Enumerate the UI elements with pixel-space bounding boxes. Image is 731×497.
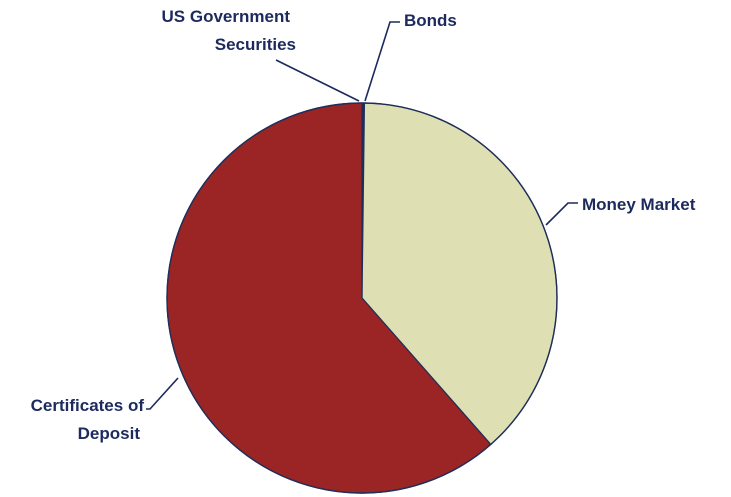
slice-label-certificates-of-deposit: Deposit: [78, 424, 141, 443]
leader-line-bonds: [364, 21, 400, 102]
slice-label-us-government-securities: US Government: [162, 7, 291, 26]
slice-label-certificates-of-deposit: Certificates of: [31, 396, 145, 415]
pie-outline: [166, 102, 558, 494]
pie-slices: [166, 102, 558, 494]
leader-line-money-market: [545, 202, 578, 226]
slice-label-money-market: Money Market: [582, 195, 696, 214]
slice-label-bonds: Bonds: [404, 11, 457, 30]
callout-leaders: [146, 21, 578, 410]
leader-line-certificates-of-deposit: [146, 377, 179, 410]
slice-label-us-government-securities: Securities: [215, 35, 296, 54]
leader-line-us-government-securities: [275, 59, 360, 102]
callout-labels: US Government Securities Bonds Money Market…: [31, 7, 696, 443]
